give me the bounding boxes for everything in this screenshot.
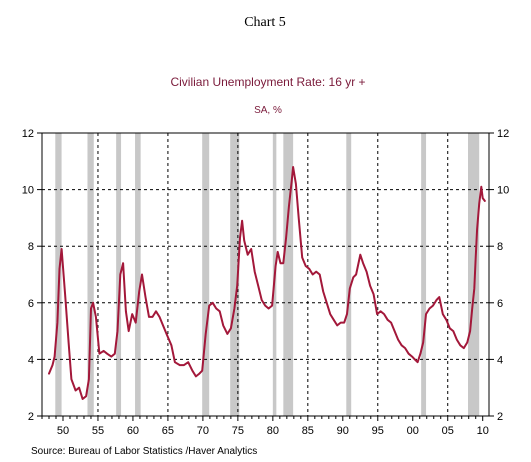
unemployment-rate-line (48, 166, 486, 400)
y-tick-label-right: 8 (497, 241, 503, 253)
recession-band (421, 133, 427, 416)
y-tick-label-left: 10 (22, 185, 34, 197)
x-tick-label: 70 (197, 425, 209, 437)
recession-band (283, 133, 294, 416)
grid-lines (42, 133, 489, 416)
series-group (48, 166, 486, 400)
recession-band (202, 133, 210, 416)
recession-band (468, 133, 480, 416)
recession-band (135, 133, 141, 416)
y-tick-label-left: 12 (22, 128, 34, 140)
chart-header: Chart 5 (244, 15, 286, 30)
x-tick-label: 55 (92, 425, 104, 437)
recession-band (230, 133, 240, 416)
y-tick-label-right: 4 (497, 354, 503, 366)
x-tick-label: 85 (302, 425, 314, 437)
y-tick-label-right: 10 (497, 185, 509, 197)
x-tick-label: 80 (267, 425, 279, 437)
recession-bands (55, 133, 480, 416)
y-tick-label-left: 2 (28, 411, 34, 423)
y-tick-label-right: 6 (497, 298, 503, 310)
x-tick-label: 65 (162, 425, 174, 437)
chart-title: Civilian Unemployment Rate: 16 yr + (170, 75, 365, 89)
recession-band (346, 133, 352, 416)
y-tick-label-right: 2 (497, 411, 503, 423)
x-axis: 50 55 60 65 70 75 80 85 90 95 00 05 10 (41, 416, 489, 437)
source-note: Source: Bureau of Labor Statistics /Have… (31, 446, 257, 457)
x-tick-label: 90 (337, 425, 349, 437)
x-tick-label: 50 (57, 425, 69, 437)
x-tick-label: 10 (477, 425, 489, 437)
x-tick-label: 95 (372, 425, 384, 437)
recession-band (116, 133, 122, 416)
x-tick-label: 00 (407, 425, 419, 437)
x-tick-label: 05 (442, 425, 454, 437)
y-tick-label-left: 8 (28, 241, 34, 253)
chart-subtitle: SA, % (254, 105, 282, 116)
y-tick-label-right: 12 (497, 128, 509, 140)
x-tick-label: 75 (232, 425, 244, 437)
x-tick-label: 60 (127, 425, 139, 437)
y-tick-label-left: 6 (28, 298, 34, 310)
recession-band (87, 133, 94, 416)
y-tick-label-left: 4 (28, 354, 34, 366)
y-axis: 2 2 4 4 6 6 8 8 10 10 12 12 (22, 128, 510, 423)
